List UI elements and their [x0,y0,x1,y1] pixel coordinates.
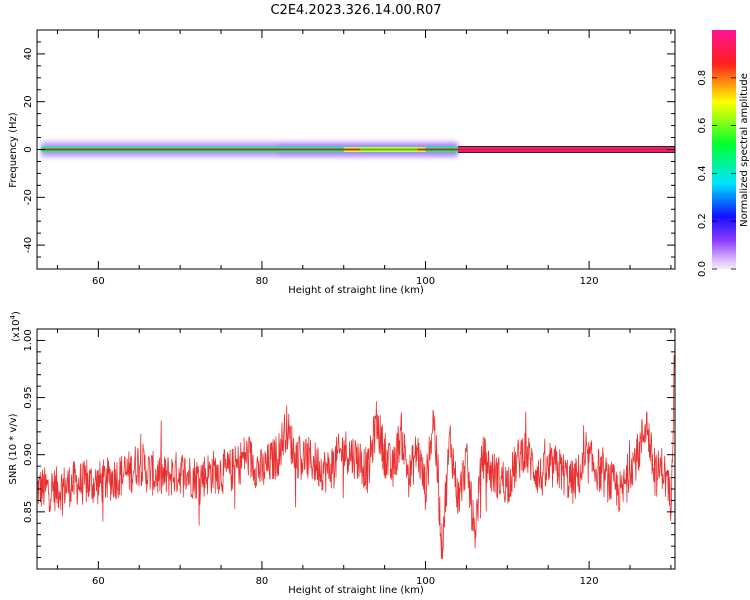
snr-y-multiplier-base: (x10 [11,319,22,342]
snr-y-tick-label: 0.95 [23,386,34,408]
snr-panel: 60 80 100 120 1.00 0.95 0.90 0.85 Height of str… [8,311,676,596]
band-strong [458,147,675,152]
snr-x-tick-label: 80 [256,576,269,587]
snr-x-tick-label: 120 [580,576,599,587]
heatmap-y-tick-label: 40 [23,48,34,61]
snr-y-tick-label: 0.85 [23,501,34,523]
heatmap-y-tick-label: -20 [23,189,34,205]
colorbar-label: Normalized spectral amplitude [739,73,750,227]
colorbar-tick-label: 0.0 [697,261,708,277]
snr-plot-frame [36,328,676,570]
snr-y-multiplier-exponent: 4 [9,314,17,319]
heatmap-y-tick-label: 0 [23,146,34,152]
snr-x-tick-label: 60 [92,576,105,587]
colorbar-tick-label: 0.8 [697,70,708,86]
snr-y-tick-label: 1.00 [23,329,34,351]
heatmap-y-tick-label: -40 [23,237,34,253]
band-core-left [41,148,459,151]
heatmap-x-tick-label: 100 [416,276,435,287]
figure-title: C2E4.2023.326.14.00.R07 [270,3,441,18]
snr-y-tick-label: 0.90 [23,444,34,466]
heatmap-x-tick-label: 120 [580,276,599,287]
colorbar-tick-label: 0.6 [697,118,708,134]
colorbar: 0.0 0.2 0.4 0.6 0.8 Normalized spectral ampl… [697,30,750,277]
snr-y-multiplier-close: ) [11,311,22,315]
heatmap-x-tick-label: 80 [256,276,269,287]
colorbar-tick-label: 0.2 [697,213,708,229]
snr-x-axis-label: Height of straight line (km) [288,585,424,596]
snr-y-axis-label: SNR (10 * v/v) [8,413,19,484]
snr-x-tick-label: 100 [416,576,435,587]
snr-y-multiplier: (x104) [9,311,22,342]
heatmap-y-axis-label: Frequency (Hz) [8,112,19,188]
snr-series-line [36,340,676,560]
heatmap-panel: 60 80 100 120 40 20 0 -20 -40 Height of straight… [8,29,676,296]
heatmap-x-tick-label: 60 [92,276,105,287]
colorbar-tick-label: 0.4 [697,165,708,181]
colorbar-gradient [712,30,736,269]
heatmap-x-axis-label: Height of straight line (km) [288,285,424,296]
band-core-green [360,148,418,151]
heatmap-y-tick-label: 20 [23,95,34,108]
